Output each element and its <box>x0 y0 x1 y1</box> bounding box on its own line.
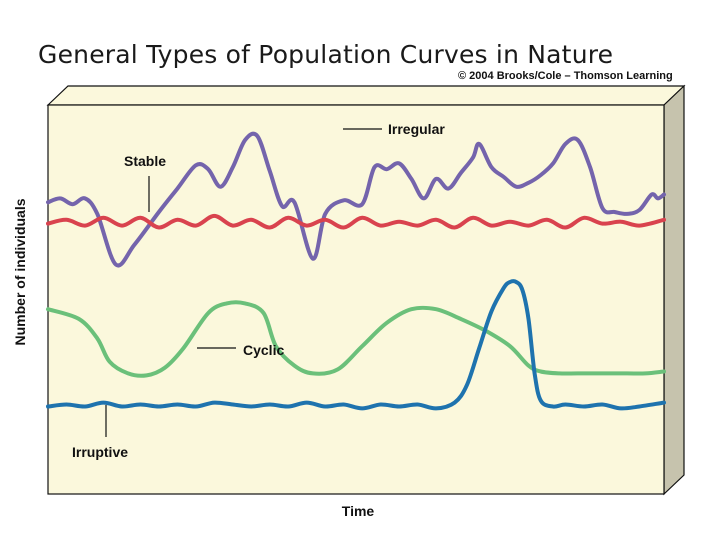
copyright-notice: © 2004 Brooks/Cole – Thomson Learning <box>458 70 673 82</box>
panel-top-face <box>46 85 686 106</box>
series-line-irruptive <box>46 279 666 411</box>
x-axis-label: Time <box>342 503 375 519</box>
series-line-stable <box>46 213 666 230</box>
cyclic-label: Cyclic <box>243 342 284 358</box>
series-line-cyclic <box>46 300 666 378</box>
irruptive-label: Irruptive <box>72 444 128 460</box>
chart-title: General Types of Population Curves in Na… <box>38 40 614 69</box>
y-axis-label: Number of individuals <box>12 198 28 345</box>
stable-label: Stable <box>124 153 166 169</box>
irregular-label: Irregular <box>388 121 445 137</box>
plot-panel <box>47 104 665 495</box>
panel-side-face <box>663 84 685 496</box>
series-layer <box>46 131 666 411</box>
series-line-irregular <box>46 131 666 268</box>
